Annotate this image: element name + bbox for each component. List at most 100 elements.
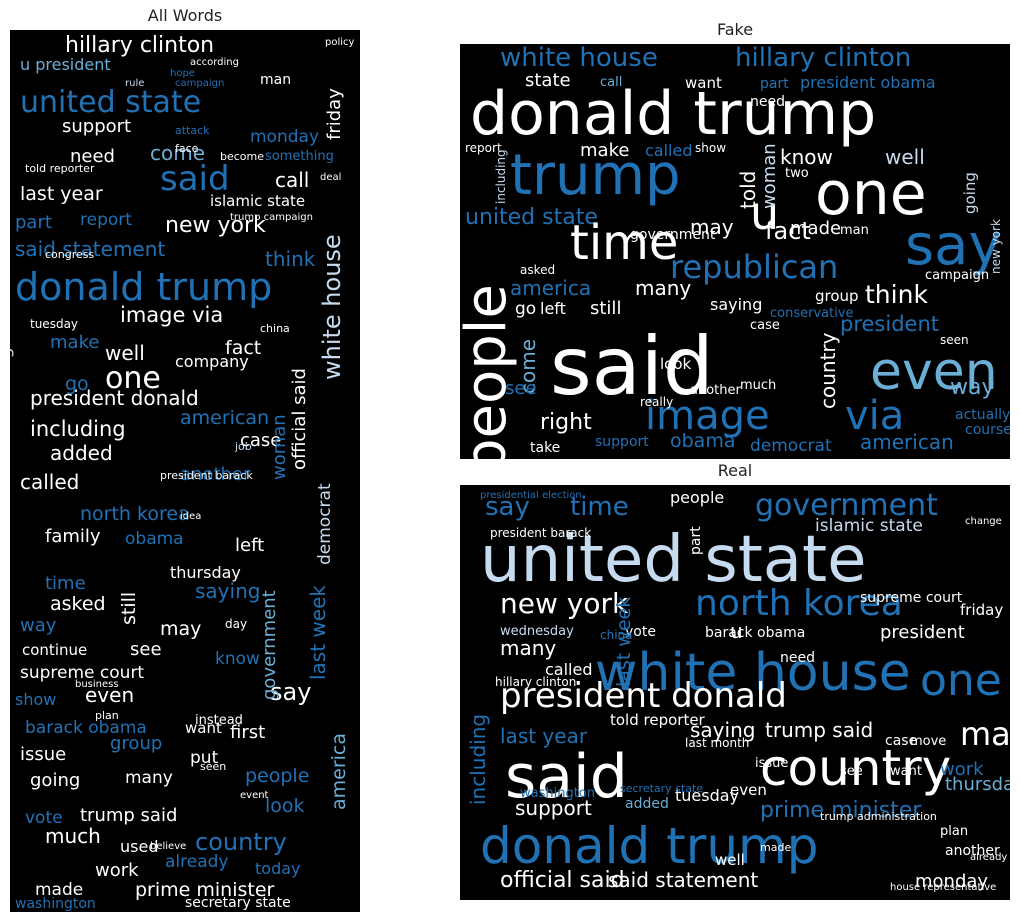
word-one: one bbox=[815, 159, 927, 229]
real-title: Real bbox=[717, 461, 753, 480]
word-say: say bbox=[485, 492, 530, 522]
word-hope: hope bbox=[170, 68, 195, 79]
word-supreme-court: supreme court bbox=[20, 663, 144, 683]
word-new-york: new york bbox=[165, 213, 266, 238]
word-many: many bbox=[125, 768, 173, 788]
word-see: see bbox=[505, 378, 537, 399]
word-put: put bbox=[190, 748, 219, 768]
word-obama: obama bbox=[125, 529, 184, 549]
word-saying: saying bbox=[690, 718, 755, 742]
word-campaign: campaign bbox=[925, 268, 989, 283]
word-asked: asked bbox=[50, 593, 106, 615]
word-said-statement: said statement bbox=[15, 237, 165, 261]
word-america: america bbox=[510, 276, 591, 300]
word-man: man bbox=[840, 223, 869, 238]
word-need: need bbox=[70, 146, 115, 167]
word-added: added bbox=[625, 796, 669, 812]
word-told-reporter: told reporter bbox=[610, 711, 706, 729]
word-first: first bbox=[230, 722, 265, 743]
word-said: said bbox=[160, 159, 230, 199]
word-conservative: conservative bbox=[770, 306, 854, 321]
word-president-donald: president donald bbox=[30, 386, 199, 410]
word-according: according bbox=[190, 57, 239, 68]
word-support: support bbox=[62, 116, 131, 137]
word-democrat: democrat bbox=[315, 483, 335, 565]
word-may: may bbox=[690, 215, 734, 239]
word-see: see bbox=[130, 639, 162, 660]
word-believe: believe bbox=[150, 841, 186, 852]
word-house-representative: house representative bbox=[890, 882, 996, 893]
word-people: people bbox=[460, 284, 519, 459]
word-look: look bbox=[660, 355, 692, 373]
word-last-year: last year bbox=[20, 183, 103, 205]
word-course: course bbox=[965, 422, 1010, 438]
word-thursday: thursday bbox=[945, 774, 1010, 795]
fake-title: Fake bbox=[716, 20, 754, 39]
word-instead: instead bbox=[195, 713, 243, 728]
word-go: go bbox=[65, 373, 89, 395]
word-time: time bbox=[45, 573, 86, 594]
word-part: part bbox=[760, 76, 789, 92]
word-way: way bbox=[950, 375, 995, 400]
word-secretary-state: secretary state bbox=[620, 782, 703, 795]
word-wednesday: wednesday bbox=[500, 624, 574, 639]
word-case: case bbox=[750, 318, 780, 333]
word-really: really bbox=[640, 395, 673, 409]
word-u: u bbox=[750, 186, 779, 240]
word-already: already bbox=[165, 852, 228, 872]
word-business: business bbox=[75, 679, 119, 690]
word-need: need bbox=[780, 650, 815, 666]
word-fact: fact bbox=[765, 217, 811, 245]
word-something: something bbox=[265, 149, 334, 164]
word-idea: idea bbox=[180, 511, 201, 522]
word-go: go bbox=[515, 299, 536, 319]
word-woman: woman bbox=[759, 143, 780, 209]
word-trump-administration: trump administration bbox=[820, 810, 937, 823]
word-north-korea: north korea bbox=[80, 503, 190, 525]
word-image-via: image via bbox=[120, 303, 223, 327]
word-image: image bbox=[645, 393, 770, 439]
word-president: president bbox=[840, 312, 939, 336]
word-become: become bbox=[220, 150, 264, 163]
word-come: come bbox=[516, 339, 540, 394]
word-still: still bbox=[590, 298, 621, 319]
word-trump-campaign: trump campaign bbox=[230, 212, 313, 223]
word-america: america bbox=[328, 733, 350, 810]
word-part: part bbox=[688, 526, 704, 555]
word-issue: issue bbox=[755, 756, 788, 771]
word-actually: actually bbox=[955, 407, 1010, 423]
word-support: support bbox=[515, 796, 592, 820]
word-north-korea: north korea bbox=[695, 583, 903, 624]
word-issue: issue bbox=[20, 744, 66, 765]
word-white-house: white house bbox=[595, 643, 911, 703]
word-change: change bbox=[965, 516, 1002, 527]
word-policy: policy bbox=[325, 37, 355, 48]
word-called: called bbox=[545, 660, 593, 679]
word-china: china bbox=[600, 628, 633, 642]
word-called: called bbox=[20, 470, 79, 494]
word-trump-said: trump said bbox=[765, 718, 873, 742]
word-case: case bbox=[885, 733, 917, 749]
word-job: job bbox=[234, 440, 252, 453]
word-state: state bbox=[525, 70, 571, 91]
word-government: government bbox=[259, 590, 280, 700]
word-move: move bbox=[910, 734, 946, 749]
real-cloud: say time people government islamic state unit… bbox=[460, 485, 1010, 900]
word-man: man bbox=[260, 72, 291, 88]
word-vote: vote bbox=[625, 624, 656, 640]
word-want: want bbox=[890, 764, 922, 779]
word-american: american bbox=[860, 430, 954, 454]
word-continue: continue bbox=[22, 641, 87, 659]
word-saying: saying bbox=[195, 579, 260, 603]
word-said: said bbox=[550, 320, 714, 413]
word-case: case bbox=[240, 430, 281, 451]
word-including: including bbox=[494, 149, 508, 204]
word-prime-minister: prime minister bbox=[760, 798, 922, 823]
word-another: another bbox=[945, 843, 1000, 859]
word-group: group bbox=[815, 287, 859, 305]
word-friday: friday bbox=[324, 88, 345, 140]
word-hillary-clinton: hillary clinton bbox=[65, 33, 214, 58]
word-time: time bbox=[570, 215, 678, 271]
fake-cloud: white house hillary clinton state call want p… bbox=[460, 44, 1010, 459]
word-president: president bbox=[880, 622, 965, 643]
